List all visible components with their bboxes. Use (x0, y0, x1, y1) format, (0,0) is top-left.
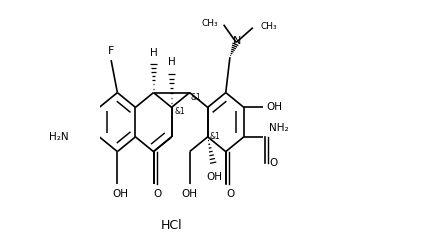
Text: H₂N: H₂N (49, 132, 68, 142)
Text: CH₃: CH₃ (201, 19, 218, 28)
Text: H: H (167, 57, 175, 67)
Text: OH: OH (205, 172, 222, 182)
Text: &1: &1 (174, 107, 185, 116)
Text: &1: &1 (209, 132, 220, 141)
Text: O: O (226, 189, 235, 199)
Text: F: F (108, 46, 114, 56)
Text: N: N (233, 36, 241, 46)
Text: HCl: HCl (160, 219, 182, 232)
Text: O: O (269, 158, 277, 168)
Text: &1: &1 (190, 93, 201, 102)
Text: H: H (149, 48, 157, 58)
Text: O: O (153, 189, 161, 199)
Text: OH: OH (266, 102, 282, 112)
Text: CH₃: CH₃ (259, 22, 276, 31)
Text: NH₂: NH₂ (269, 123, 288, 133)
Text: OH: OH (112, 189, 128, 199)
Text: OH: OH (181, 189, 197, 199)
